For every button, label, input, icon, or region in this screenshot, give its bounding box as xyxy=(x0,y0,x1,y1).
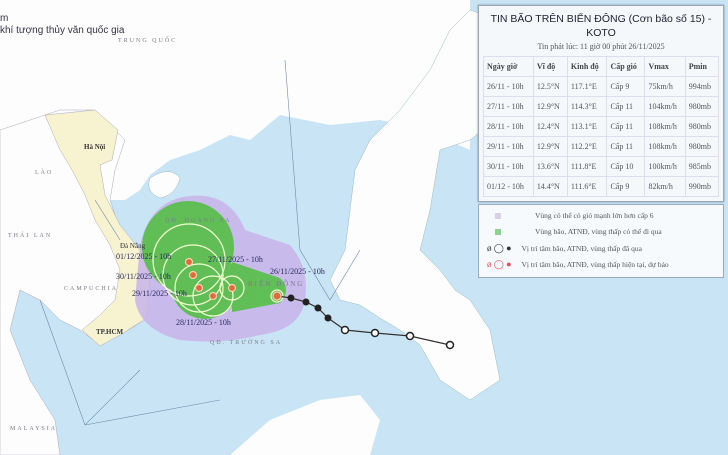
table-cell: 75km/h xyxy=(644,76,686,97)
wind-zone-swatch xyxy=(495,212,501,219)
table-cell: 111.8°E xyxy=(566,156,608,177)
table-cell: Cấp 9 xyxy=(606,176,646,197)
past-position-icons: ø ◯ ● xyxy=(487,243,512,253)
table-row: 28/11 - 10h 12.4°N 113.1°E Cấp 11 108km/h 980… xyxy=(483,116,720,137)
table-cell: 12.9°N xyxy=(532,96,568,117)
track-label-26-11: 26/11/2025 - 10h xyxy=(270,267,325,276)
table-row: 01/12 - 10h 14.4°N 111.6°E Cấp 9 82km/h 990mb xyxy=(483,176,720,197)
table-cell: 82km/h xyxy=(644,176,686,197)
table-cell: 114.3°E xyxy=(566,96,608,117)
table-cell: 30/11 - 10h xyxy=(483,156,534,177)
label-paracel: QĐ. HOÀNG SA xyxy=(165,218,232,224)
table-row: 29/11 - 10h 12.9°N 112.2°E Cấp 11 108km/h 980… xyxy=(483,136,720,157)
forecast-radius-circles xyxy=(152,223,284,317)
legend-text: Vùng bão, ATNĐ, vùng thấp có thể đi qua xyxy=(535,227,662,236)
vietnam-land xyxy=(44,109,151,347)
table-cell: 113.1°E xyxy=(566,116,608,137)
column-header: Vĩ độ xyxy=(532,56,568,77)
table-cell: 100km/h xyxy=(644,156,686,177)
legend-item-current-position: ø ◯ ● Vị trí tâm bão, ATNĐ, vùng thấp hi… xyxy=(487,259,669,270)
table-cell: 111.6°E xyxy=(566,176,608,197)
legend-item-past-position: ø ◯ ● Vị trí tâm bão, ATNĐ, vùng thấp đã… xyxy=(487,243,642,254)
panel-title: TIN BÃO TRÊN BIỂN ĐÔNG (Cơn bão số 15) -… xyxy=(490,13,712,39)
current-position-icons: ø ◯ ● xyxy=(487,259,512,269)
table-cell: Cấp 9 xyxy=(606,76,646,97)
table-cell: 29/11 - 10h xyxy=(483,136,534,157)
table-row: 26/11 - 10h 12.5°N 117.1°E Cấp 9 75km/h 994mb xyxy=(483,76,720,97)
track-label-27-11: 27/11/2025 - 10h xyxy=(208,255,263,264)
table-cell: 985mb xyxy=(684,156,720,177)
table-cell: Cấp 11 xyxy=(606,116,646,137)
table-cell: 01/12 - 10h xyxy=(483,176,534,197)
label-spratly: QĐ. TRƯỜNG SA xyxy=(210,340,283,346)
legend-text: Vị trí tâm bão, ATNĐ, vùng thấp đã qua xyxy=(521,244,642,253)
legend-text: Vị trí tâm bão, ATNĐ, vùng thấp hiện tại… xyxy=(521,260,669,269)
hainan-island xyxy=(148,171,181,199)
table-cell: Cấp 11 xyxy=(606,96,646,117)
storm-zone-swatch xyxy=(495,228,501,235)
track-label-28-11: 28/11/2025 - 10h xyxy=(176,318,231,327)
label-sea: BIỂN ĐÔNG xyxy=(248,280,305,288)
table-cell: 104km/h xyxy=(644,96,686,117)
philippines-land xyxy=(329,9,506,401)
table-row: 30/11 - 10h 13.6°N 111.8°E Cấp 10 100km/h 985… xyxy=(483,156,720,177)
table-cell: 27/11 - 10h xyxy=(483,96,534,117)
storm-cone xyxy=(142,201,286,319)
table-row: 27/11 - 10h 12.9°N 114.3°E Cấp 11 104km/h 980… xyxy=(483,96,720,117)
borneo-land xyxy=(230,395,380,455)
table-cell: 980mb xyxy=(684,136,720,157)
storm-info-panel: TIN BÃO TRÊN BIỂN ĐÔNG (Cơn bão số 15) -… xyxy=(478,5,724,202)
label-hcm: TP.HCM xyxy=(96,328,124,336)
label-thailand: THÁI LAN xyxy=(8,233,53,239)
table-header: Ngày giờ Vĩ độ Kinh độ Cấp gió Vmax Pmin xyxy=(483,56,720,77)
column-header: Vmax xyxy=(644,56,686,77)
table-cell: 14.4°N xyxy=(532,176,568,197)
table-cell: 108km/h xyxy=(644,116,686,137)
past-track-points xyxy=(287,294,455,350)
label-danang: Đà Nẵng xyxy=(120,242,146,250)
boundary-lines xyxy=(39,59,361,426)
forecast-table: Ngày giờ Vĩ độ Kinh độ Cấp gió Vmax Pmin 26/1… xyxy=(483,56,720,197)
table-cell: 108km/h xyxy=(644,136,686,157)
column-header: Cấp gió xyxy=(606,56,646,77)
track-label-01-12: 01/12/2025 - 10h xyxy=(116,252,172,261)
agency-header-line1: m xyxy=(0,13,9,24)
table-cell: Cấp 11 xyxy=(606,136,646,157)
column-header: Pmin xyxy=(684,56,720,77)
label-malaysia: MALAYSIA xyxy=(10,426,58,432)
table-cell: 12.4°N xyxy=(532,116,568,137)
table-cell: 117.1°E xyxy=(566,76,608,97)
label-hanoi: Hà Nội xyxy=(84,143,106,151)
table-cell: 12.9°N xyxy=(532,136,568,157)
track-label-29-11: 29/11/2025 - 10h xyxy=(132,289,187,298)
table-cell: 980mb xyxy=(684,96,720,117)
label-laos: LÀO xyxy=(35,170,54,176)
table-cell: Cấp 10 xyxy=(606,156,646,177)
column-header: Kinh độ xyxy=(566,56,608,77)
table-cell: 12.5°N xyxy=(532,76,568,97)
table-cell: 994mb xyxy=(684,76,720,97)
table-cell: 26/11 - 10h xyxy=(483,76,534,97)
legend-text: Vùng có thể có gió mạnh lớn hơn cấp 6 xyxy=(535,211,654,220)
forecast-points xyxy=(184,257,282,301)
table-cell: 13.6°N xyxy=(532,156,568,177)
legend: Vùng có thể có gió mạnh lớn hơn cấp 6 Vù… xyxy=(478,204,724,278)
table-cell: 112.2°E xyxy=(566,136,608,157)
column-header: Ngày giờ xyxy=(483,56,534,77)
table-cell: 990mb xyxy=(684,176,720,197)
table-cell: 28/11 - 10h xyxy=(483,116,534,137)
table-cell: 980mb xyxy=(684,116,720,137)
label-cambodia: CAMPUCHIA xyxy=(64,286,119,292)
legend-item-storm-zone: Vùng bão, ATNĐ, vùng thấp có thể đi qua xyxy=(487,227,662,236)
issued-time: Tin phát lúc: 11 giờ 00 phút 26/11/2025 xyxy=(537,42,665,51)
legend-item-wind-zone: Vùng có thể có gió mạnh lớn hơn cấp 6 xyxy=(487,211,654,220)
agency-header-line2: khí tượng thủy văn quốc gia xyxy=(0,25,125,36)
label-china: TRUNG QUỐC xyxy=(118,38,178,44)
track-label-30-11: 30/11/2025 - 10h xyxy=(116,272,171,281)
